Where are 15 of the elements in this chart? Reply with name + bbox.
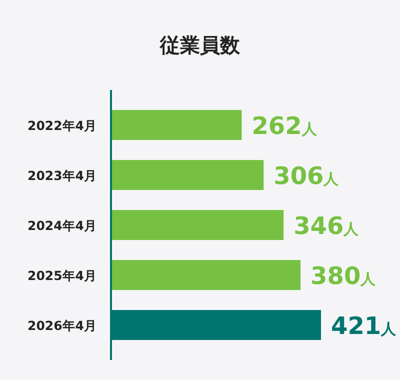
data-label: 380人 <box>310 262 377 290</box>
y-tick-label: 2026年4月 <box>28 318 97 333</box>
y-tick-label: 2023年4月 <box>28 168 97 183</box>
bar <box>111 210 284 240</box>
data-label: 421人 <box>331 312 398 340</box>
y-tick-label: 2022年4月 <box>28 118 97 133</box>
bar <box>111 260 301 290</box>
bar <box>111 160 264 190</box>
y-tick-label: 2025年4月 <box>28 268 97 283</box>
chart-title: 従業員数 <box>159 33 241 57</box>
bar <box>111 110 242 140</box>
data-label: 306人 <box>274 162 340 190</box>
data-label: 346人 <box>294 212 360 240</box>
data-label: 262人 <box>252 112 318 140</box>
y-tick-label: 2024年4月 <box>28 218 97 233</box>
